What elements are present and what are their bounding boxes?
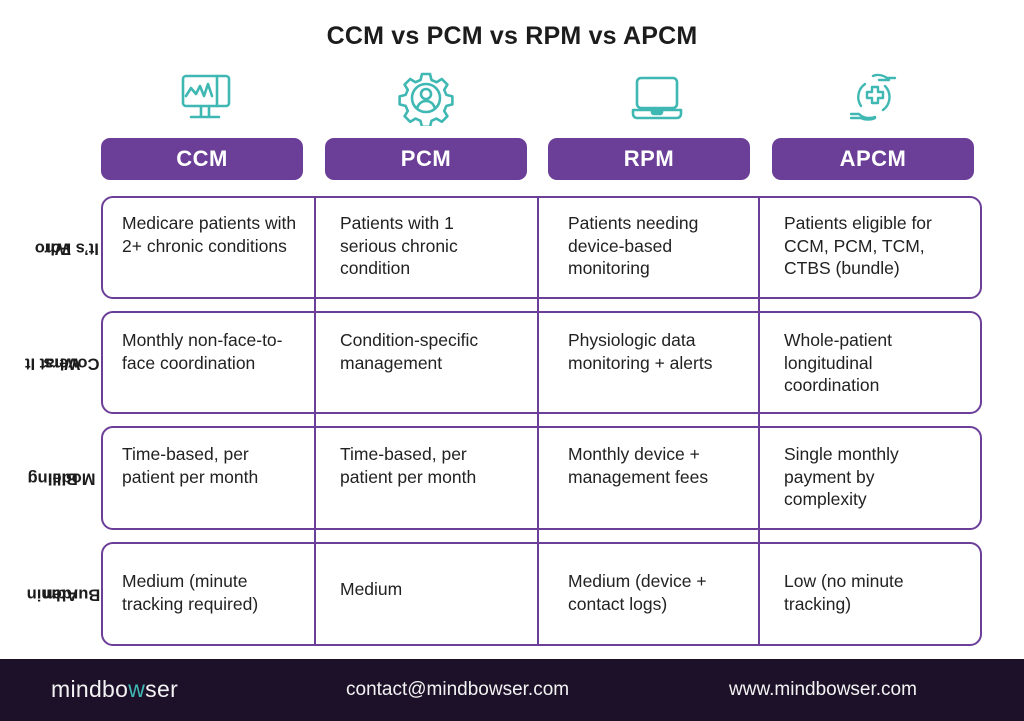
cell-pcm-covers: Condition-specific management <box>340 330 479 373</box>
row-label-what-it-covers: What It Covers <box>25 311 99 414</box>
cell-pcm-who: Patients with 1 serious chronic conditio… <box>340 213 458 278</box>
mindbowser-logo: mindbowser <box>51 676 178 703</box>
row-box-billing-model <box>101 426 982 530</box>
monitor-chart-icon <box>177 70 233 126</box>
website-link[interactable]: www.mindbowser.com <box>729 679 917 700</box>
cell-rpm-admin: Medium (device + contact logs) <box>568 571 707 614</box>
footer: mindbowser contact@mindbowser.com www.mi… <box>0 659 1024 721</box>
column-header-ccm: CCM <box>101 138 303 180</box>
row-label-line: Model <box>47 469 96 488</box>
column-divider <box>537 196 539 645</box>
row-label-admin-burden: Admin Burden <box>27 542 101 646</box>
row-label-line: Burden <box>42 585 101 604</box>
cell-rpm-who: Patients needing device-based monitoring <box>568 213 699 278</box>
logo-text: mindbo <box>51 676 129 702</box>
cell-ccm-billing: Time-based, per patient per month <box>122 444 259 487</box>
row-label-line: Covers <box>43 354 100 372</box>
cell-ccm-who: Medicare patients with 2+ chronic condit… <box>122 213 297 256</box>
cell-rpm-billing: Monthly device + management fees <box>568 444 709 487</box>
column-header-apcm: APCM <box>772 138 974 180</box>
cell-ccm-covers: Monthly non-face-to-face coordination <box>122 330 283 373</box>
cell-ccm-admin: Medium (minute tracking required) <box>122 571 259 614</box>
row-label-who-its-for: Who It’s For <box>35 196 99 299</box>
column-header-pcm: PCM <box>325 138 527 180</box>
logo-text: ser <box>145 676 179 702</box>
gear-user-icon <box>398 70 454 126</box>
logo-accent-letter: w <box>128 676 146 702</box>
cell-pcm-admin: Medium <box>340 579 403 599</box>
cell-apcm-who: Patients eligible for CCM, PCM, TCM, CTB… <box>784 213 932 278</box>
laptop-icon <box>629 70 685 126</box>
row-box-admin-burden <box>101 542 982 646</box>
row-label-billing-model: Billing Model <box>27 426 95 530</box>
column-divider <box>758 196 760 645</box>
column-header-rpm: RPM <box>548 138 750 180</box>
page-title: CCM vs PCM vs RPM vs APCM <box>326 22 698 50</box>
hands-medical-cross-icon <box>845 70 901 126</box>
cell-apcm-billing: Single monthly payment by complexity <box>784 444 899 509</box>
cell-apcm-admin: Low (no minute tracking) <box>784 571 904 614</box>
column-divider <box>314 196 316 645</box>
row-box-who-its-for <box>101 196 982 299</box>
row-label-line: It’s For <box>44 239 99 257</box>
cell-rpm-covers: Physiologic data monitoring + alerts <box>568 330 713 373</box>
cell-apcm-covers: Whole-patient longitudinal coordination <box>784 330 892 395</box>
cell-pcm-billing: Time-based, per patient per month <box>340 444 477 487</box>
contact-email-link[interactable]: contact@mindbowser.com <box>346 679 570 700</box>
row-box-what-it-covers <box>101 311 982 414</box>
